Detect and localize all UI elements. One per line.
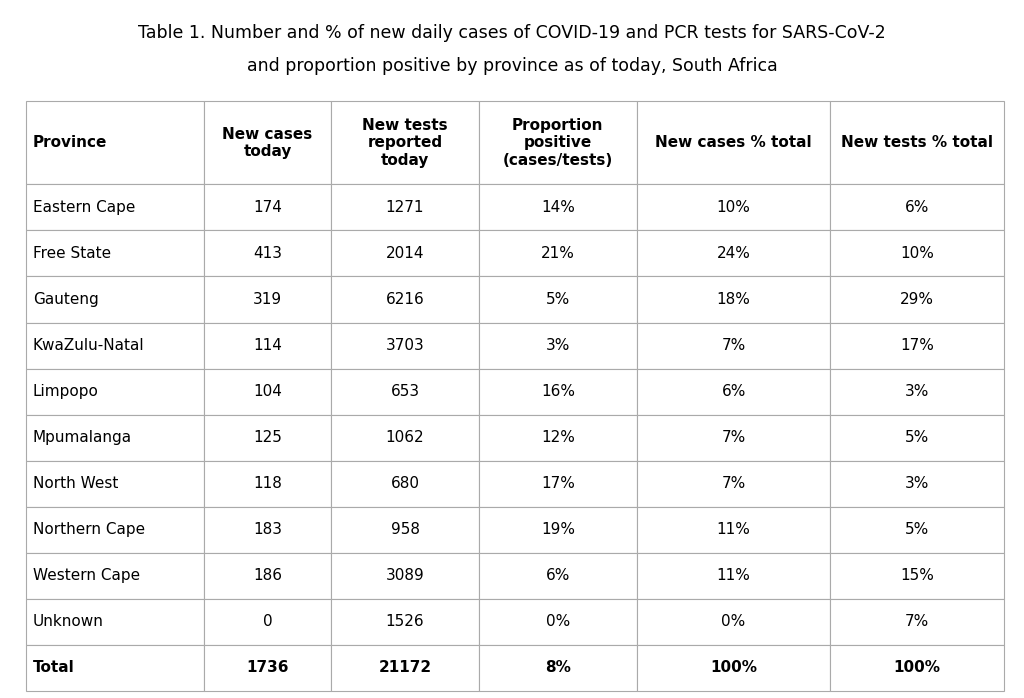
Text: and proportion positive by province as of today, South Africa: and proportion positive by province as o… — [247, 57, 777, 75]
Text: Table 1. Number and % of new daily cases of COVID-19 and PCR tests for SARS-CoV-: Table 1. Number and % of new daily cases… — [138, 24, 886, 43]
